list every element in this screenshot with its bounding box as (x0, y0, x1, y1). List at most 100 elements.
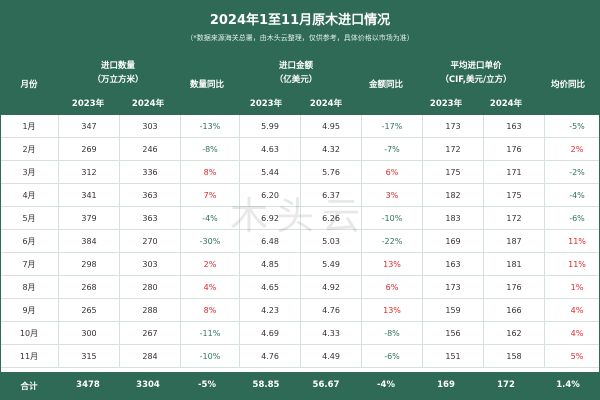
month-cell: 7月 (0, 252, 59, 276)
value-cell: 312 (58, 160, 120, 184)
total-volume-yoy: -5% (198, 380, 216, 390)
value-cell: 303 (119, 115, 181, 138)
value-cell: 298 (58, 252, 120, 276)
value-cell: 4.63 (239, 137, 301, 161)
month-cell: 1月 (0, 115, 59, 138)
yoy-cell: 3% (361, 183, 423, 207)
yoy-cell: -4% (180, 206, 240, 230)
yoy-cell: -30% (180, 229, 240, 253)
yoy-cell: 8% (180, 298, 240, 322)
total-amount-2023: 58.85 (252, 380, 280, 390)
yoy-cell: -6% (544, 206, 600, 230)
yoy-cell: -6% (361, 344, 423, 368)
value-cell: 4.76 (239, 344, 301, 368)
yoy-cell: 1% (544, 275, 600, 299)
table-row: 2月 269 246 -8% 4.63 4.32 -7% 172 176 2% (0, 137, 600, 161)
value-cell: 169 (422, 229, 484, 253)
value-cell: 265 (58, 298, 120, 322)
value-cell: 6.92 (239, 206, 301, 230)
table-row: 11月 315 284 -10% 4.76 4.49 -6% 151 158 5% (0, 344, 600, 368)
source-note: （*数据来源海关总署，由木头云整理，仅供参考，具体价格以市场为准） (186, 34, 414, 42)
value-cell: 4.76 (300, 298, 362, 322)
value-cell: 176 (483, 275, 545, 299)
value-cell: 347 (58, 115, 120, 138)
value-cell: 363 (119, 206, 181, 230)
col-price-yoy: 均价同比 (550, 80, 585, 90)
value-cell: 284 (119, 344, 181, 368)
yoy-cell: -22% (361, 229, 423, 253)
total-volume-2023: 3478 (76, 380, 100, 390)
month-cell: 6月 (0, 229, 59, 253)
yoy-cell: 5% (544, 344, 600, 368)
yoy-cell: 11% (544, 252, 600, 276)
table-row: 3月 312 336 8% 5.44 5.76 6% 175 171 -2% (0, 160, 600, 184)
yoy-cell: 11% (544, 229, 600, 253)
yoy-cell: -11% (180, 321, 240, 345)
value-cell: 5.44 (239, 160, 301, 184)
value-cell: 4.23 (239, 298, 301, 322)
value-cell: 158 (483, 344, 545, 368)
total-price-2023: 169 (437, 380, 455, 390)
month-cell: 2月 (0, 137, 59, 161)
group-amount-unit: （亿美元） (274, 75, 318, 85)
value-cell: 300 (58, 321, 120, 345)
value-cell: 4.92 (300, 275, 362, 299)
yoy-cell: -5% (544, 115, 600, 138)
total-volume-2024: 3304 (136, 380, 160, 390)
table-row: 10月 300 267 -11% 4.69 4.33 -8% 156 162 4% (0, 321, 600, 345)
value-cell: 173 (422, 275, 484, 299)
value-cell: 280 (119, 275, 181, 299)
total-label: 合计 (20, 382, 38, 392)
yoy-cell: -4% (544, 183, 600, 207)
table-row: 9月 265 288 8% 4.23 4.76 13% 159 166 4% (0, 298, 600, 322)
value-cell: 4.33 (300, 321, 362, 345)
yoy-cell: 13% (361, 298, 423, 322)
value-cell: 183 (422, 206, 484, 230)
value-cell: 175 (483, 183, 545, 207)
total-row: 合计 3478 3304 -5% 58.85 56.67 -4% 169 172… (0, 372, 600, 400)
yoy-cell: -10% (361, 206, 423, 230)
value-cell: 4.95 (300, 115, 362, 138)
price-2024-label: 2024年 (489, 99, 523, 109)
value-cell: 173 (422, 115, 484, 138)
table-row: 6月 384 270 -30% 6.48 5.03 -22% 169 187 11% (0, 229, 600, 253)
volume-2024-label: 2024年 (131, 99, 165, 109)
total-amount-yoy: -4% (377, 380, 395, 390)
table-row: 4月 341 363 7% 6.20 6.37 3% 182 175 -4% (0, 183, 600, 207)
value-cell: 6.20 (239, 183, 301, 207)
yoy-cell: 13% (361, 252, 423, 276)
value-cell: 4.85 (239, 252, 301, 276)
yoy-cell: -8% (361, 321, 423, 345)
value-cell: 5.49 (300, 252, 362, 276)
value-cell: 315 (58, 344, 120, 368)
value-cell: 4.49 (300, 344, 362, 368)
table-row: 8月 268 280 4% 4.65 4.92 6% 173 176 1% (0, 275, 600, 299)
month-cell: 5月 (0, 206, 59, 230)
group-volume-unit: （万立方米） (92, 75, 144, 85)
month-cell: 9月 (0, 298, 59, 322)
value-cell: 175 (422, 160, 484, 184)
total-price-yoy: 1.4% (556, 380, 580, 390)
yoy-cell: 6% (361, 275, 423, 299)
table-row: 7月 298 303 2% 4.85 5.49 13% 163 181 11% (0, 252, 600, 276)
total-price-2024: 172 (497, 380, 515, 390)
value-cell: 171 (483, 160, 545, 184)
yoy-cell: 4% (544, 321, 600, 345)
value-cell: 384 (58, 229, 120, 253)
value-cell: 156 (422, 321, 484, 345)
month-cell: 4月 (0, 183, 59, 207)
value-cell: 246 (119, 137, 181, 161)
volume-2023-label: 2023年 (71, 99, 105, 109)
group-amount-title: 进口金额 (278, 61, 313, 71)
value-cell: 268 (58, 275, 120, 299)
value-cell: 341 (58, 183, 120, 207)
amount-2023-label: 2023年 (249, 99, 283, 109)
value-cell: 172 (422, 137, 484, 161)
col-amount-yoy: 金额同比 (368, 80, 403, 90)
amount-2024-label: 2024年 (309, 99, 343, 109)
yoy-cell: 4% (180, 275, 240, 299)
month-cell: 10月 (0, 321, 59, 345)
data-table: 1月 347 303 -13% 5.99 4.95 -17% 173 163 -5% 2月 269 24… (0, 115, 600, 368)
yoy-cell: -13% (180, 115, 240, 138)
